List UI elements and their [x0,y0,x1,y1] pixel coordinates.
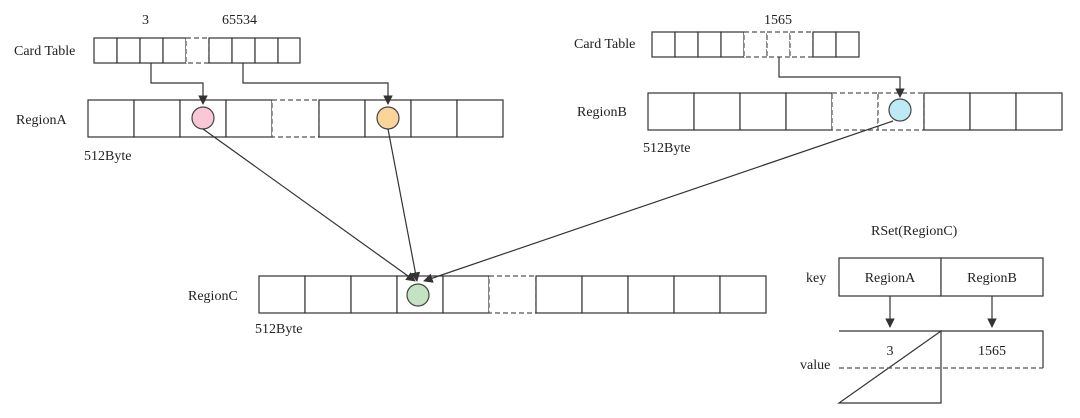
region-b-card [647,92,695,131]
region-c-size-label: 512Byte [255,322,302,337]
card-a-cell [254,37,279,64]
card-a-cell [162,37,187,64]
rset-key-label: key [806,271,826,286]
region-b-size-label: 512Byte [643,141,690,156]
region-c-card [350,275,398,314]
region-a-card [456,99,504,138]
rset-value-cells [837,329,1044,404]
rset-value-3: 3 [887,344,894,359]
region-b-card [969,92,1017,131]
region-a [87,99,504,138]
ref-arrow-cyan-to-green [423,120,894,283]
region-c-card [535,275,583,314]
region-c-card [581,275,629,314]
ref-arrow-pink-to-green [202,128,416,282]
card-a-cell-3 [139,37,164,64]
card-table-a [93,37,301,64]
region-b-card [785,92,833,131]
card-b-cell [651,31,676,58]
region-b-card-dashed [831,92,879,131]
card-a-cell-65534 [231,37,256,64]
rset-key-region-a: RegionA [865,271,916,286]
region-b-label: RegionB [577,105,627,120]
rset-key-region-b: RegionB [967,271,1017,286]
region-b-card [923,92,971,131]
card-b-cell [812,31,837,58]
region-c-card [258,275,306,314]
card-table-a-label: Card Table [14,44,75,59]
arrow-card1565-to-region-b [778,57,905,98]
ref-arrow-orange-to-green [387,128,421,282]
rset-value-1565: 1565 [978,344,1006,359]
object-orange-circle [376,106,400,130]
region-c-card [673,275,721,314]
card-a-cell-dashed [185,37,210,64]
region-c-label: RegionC [188,289,238,304]
region-a-label: RegionA [16,113,67,128]
region-b-card [693,92,741,131]
card-table-b-label: Card Table [574,37,635,52]
object-pink-circle [191,106,215,130]
region-a-card [225,99,273,138]
card-index-3-label: 3 [142,13,149,28]
card-a-cell [93,37,118,64]
region-c [258,275,767,314]
region-a-card-dashed [271,99,320,138]
card-table-b [651,31,860,58]
card-a-cell [208,37,233,64]
object-cyan-circle [888,98,912,122]
region-c-card [442,275,490,314]
card-index-1565-label: 1565 [764,13,792,28]
region-b-card [1015,92,1063,131]
region-b [647,92,1063,131]
rset-key-cell-b [940,257,1044,297]
card-b-cell [697,31,722,58]
card-b-cell-1565 [766,31,791,58]
region-a-card [318,99,366,138]
card-b-cell [835,31,860,58]
object-green-circle [406,283,430,307]
arrow-card3-to-region-a [150,63,208,105]
region-c-card [719,275,767,314]
arrow-card65534-to-region-a [242,63,393,105]
region-a-card [410,99,458,138]
region-a-size-label: 512Byte [84,149,131,164]
card-a-cell [277,37,301,64]
card-a-cell [116,37,141,64]
region-b-card [739,92,787,131]
region-a-card [133,99,181,138]
card-b-cell-dashed [743,31,768,58]
region-c-card [304,275,352,314]
card-b-cell [720,31,745,58]
region-c-card-dashed [488,275,537,314]
rset-value-label: value [800,358,830,373]
region-a-card [87,99,135,138]
rset-table [837,257,1044,404]
card-index-65534-label: 65534 [222,13,257,28]
region-c-card [627,275,675,314]
card-b-cell [674,31,699,58]
rset-title: RSet(RegionC) [871,224,958,239]
card-b-cell-dashed [789,31,814,58]
